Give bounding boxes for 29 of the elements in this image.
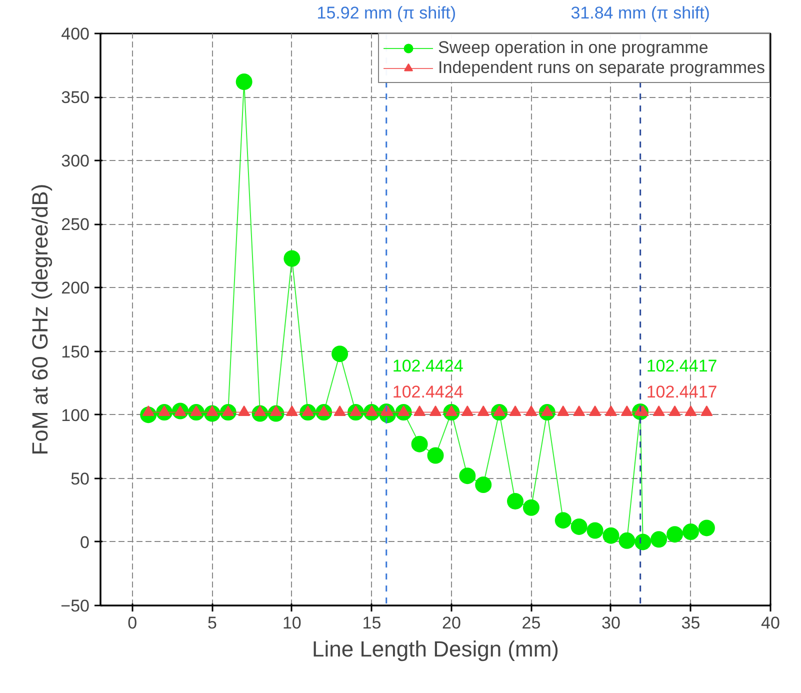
- y-tick-label: 400: [61, 24, 90, 44]
- x-tick-label: 0: [128, 614, 138, 632]
- x-tick-label: 10: [282, 614, 302, 632]
- x-tick-label: 35: [681, 614, 700, 632]
- data-label: 102.4417: [646, 356, 718, 376]
- y-tick-label: 300: [61, 152, 90, 171]
- x-tick-label: 15: [362, 614, 382, 632]
- x-tick-label: 40: [761, 614, 780, 632]
- y-tick-label: 100: [61, 406, 90, 425]
- y-tick-label: 200: [61, 278, 90, 298]
- y-axis-title: FoM at 60 GHz (degree/dB): [28, 184, 53, 456]
- ref-line-label: 31.84 mm (π shift): [570, 4, 710, 22]
- legend-label: Independent runs on separate programmes: [438, 58, 765, 78]
- data-label: 102.4424: [392, 356, 464, 376]
- data-label: 102.4424: [392, 382, 464, 402]
- ref-line-label: 15.92 mm (π shift): [316, 4, 456, 22]
- x-axis-title: Line Length Design (mm): [312, 636, 560, 662]
- x-tick-label: 5: [207, 614, 217, 632]
- y-tick-label: 50: [70, 469, 90, 488]
- y-tick-label: 150: [61, 342, 90, 362]
- x-tick-label: 20: [442, 614, 461, 632]
- y-tick-label: 0: [80, 532, 90, 552]
- data-label: 102.4417: [646, 382, 718, 402]
- x-tick-label: 25: [522, 614, 541, 632]
- x-tick-label: 30: [602, 614, 620, 632]
- y-tick-label: 350: [61, 88, 90, 108]
- legend-label: Sweep operation in one programme: [438, 38, 708, 58]
- y-tick-label: 250: [61, 215, 90, 234]
- y-tick-label: −50: [60, 596, 90, 616]
